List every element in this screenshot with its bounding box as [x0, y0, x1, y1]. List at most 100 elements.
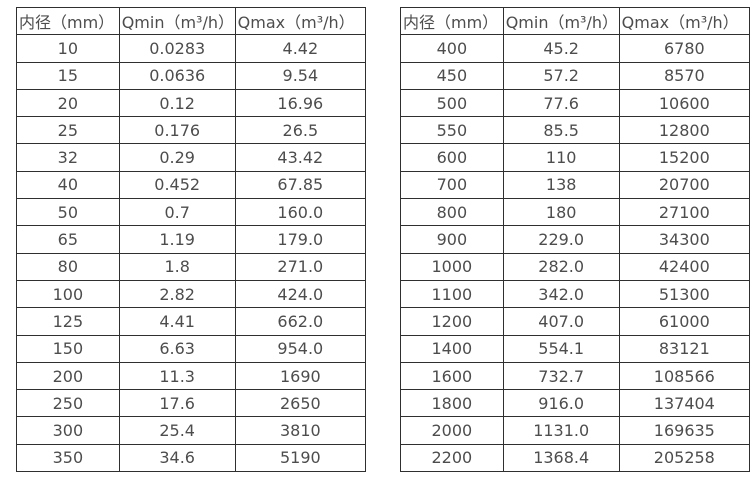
column-header: 内径（mm） — [16, 6, 120, 36]
table-cell: 65 — [16, 225, 120, 254]
table-cell: 342.0 — [502, 279, 620, 309]
table-cell: 1400 — [400, 334, 504, 363]
table-cell: 1000 — [400, 252, 504, 281]
table-row: 50 0.7 160.0 — [16, 198, 367, 227]
small-diameter-flow-table: 内径（mm） Qmin（m³/h） Qmax（m³/h） 10 0.0283 4.42 1… — [16, 6, 367, 473]
table-cell: 5190 — [234, 443, 367, 473]
table-cell: 50 — [16, 198, 120, 227]
table-cell: 271.0 — [234, 252, 367, 281]
table-cell: 45.2 — [502, 34, 620, 63]
table-cell: 282.0 — [502, 252, 620, 281]
table-row: 1800 916.0 137404 — [400, 389, 750, 418]
table-cell: 25.4 — [118, 416, 236, 445]
table-cell: 16.96 — [234, 88, 367, 118]
table-cell: 83121 — [618, 334, 750, 363]
table-cell: 42400 — [618, 252, 750, 281]
table-row: 10 0.0283 4.42 — [16, 34, 367, 63]
table-cell: 17.6 — [118, 389, 236, 418]
table-cell: 229.0 — [502, 225, 620, 254]
table-cell: 169635 — [618, 416, 750, 445]
table-cell: 137404 — [618, 389, 750, 418]
table-cell: 0.7 — [118, 198, 236, 227]
table-cell: 34300 — [618, 225, 750, 254]
table-row: 900 229.0 34300 — [400, 225, 750, 254]
table-cell: 80 — [16, 252, 120, 281]
table-cell: 554.1 — [502, 334, 620, 363]
table-cell: 27100 — [618, 198, 750, 227]
table-cell: 200 — [16, 361, 120, 391]
table-cell: 0.29 — [118, 143, 236, 172]
table-cell: 2200 — [400, 443, 504, 473]
table-row: 65 1.19 179.0 — [16, 225, 367, 254]
table-row: 2000 1131.0 169635 — [400, 416, 750, 445]
table-cell: 350 — [16, 443, 120, 473]
table-cell: 10600 — [618, 88, 750, 118]
table-row: 15 0.0636 9.54 — [16, 61, 367, 90]
table-cell: 100 — [16, 279, 120, 309]
table-cell: 1690 — [234, 361, 367, 391]
table-cell: 4.42 — [234, 34, 367, 63]
table-row: 600 110 15200 — [400, 143, 750, 172]
table-cell: 4.41 — [118, 307, 236, 336]
table-cell: 1.8 — [118, 252, 236, 281]
table-cell: 1600 — [400, 361, 504, 391]
table-cell: 3810 — [234, 416, 367, 445]
table-row: 350 34.6 5190 — [16, 443, 367, 473]
table-row: 550 85.5 12800 — [400, 116, 750, 145]
table-cell: 0.0283 — [118, 34, 236, 63]
table-cell: 110 — [502, 143, 620, 172]
table-row: 400 45.2 6780 — [400, 34, 750, 63]
table-row: 25 0.176 26.5 — [16, 116, 367, 145]
table-body: 10 0.0283 4.42 15 0.0636 9.54 20 0.12 16.96 25 0.1… — [16, 34, 367, 473]
table-cell: 1200 — [400, 307, 504, 336]
table-row: 450 57.2 8570 — [400, 61, 750, 90]
table-row: 500 77.6 10600 — [400, 88, 750, 118]
table-row: 1100 342.0 51300 — [400, 279, 750, 309]
table-cell: 34.6 — [118, 443, 236, 473]
table-cell: 424.0 — [234, 279, 367, 309]
table-cell: 6780 — [618, 34, 750, 63]
table-cell: 15200 — [618, 143, 750, 172]
header-row: 内径（mm） Qmin（m³/h） Qmax（m³/h） — [400, 6, 750, 36]
table-cell: 1800 — [400, 389, 504, 418]
column-header: Qmax（m³/h） — [618, 6, 750, 36]
table-cell: 67.85 — [234, 170, 367, 200]
table-row: 150 6.63 954.0 — [16, 334, 367, 363]
table-cell: 550 — [400, 116, 504, 145]
large-diameter-flow-table: 内径（mm） Qmin（m³/h） Qmax（m³/h） 400 45.2 6780 45… — [400, 6, 750, 473]
table-row: 250 17.6 2650 — [16, 389, 367, 418]
table-cell: 2650 — [234, 389, 367, 418]
table-row: 1400 554.1 83121 — [400, 334, 750, 363]
table-cell: 900 — [400, 225, 504, 254]
table-cell: 205258 — [618, 443, 750, 473]
table-row: 80 1.8 271.0 — [16, 252, 367, 281]
table-cell: 954.0 — [234, 334, 367, 363]
table-cell: 20 — [16, 88, 120, 118]
table-row: 20 0.12 16.96 — [16, 88, 367, 118]
table-row: 1600 732.7 108566 — [400, 361, 750, 391]
column-header: Qmin（m³/h） — [502, 6, 620, 36]
table-cell: 732.7 — [502, 361, 620, 391]
table-cell: 10 — [16, 34, 120, 63]
flow-spec-tables: 内径（mm） Qmin（m³/h） Qmax（m³/h） 10 0.0283 4.42 1… — [16, 6, 750, 473]
table-row: 700 138 20700 — [400, 170, 750, 200]
table-body: 400 45.2 6780 450 57.2 8570 500 77.6 10600 550 85.… — [400, 34, 750, 473]
table-cell: 8570 — [618, 61, 750, 90]
table-row: 1000 282.0 42400 — [400, 252, 750, 281]
header-row: 内径（mm） Qmin（m³/h） Qmax（m³/h） — [16, 6, 367, 36]
table-cell: 26.5 — [234, 116, 367, 145]
table-row: 200 11.3 1690 — [16, 361, 367, 391]
column-header: 内径（mm） — [400, 6, 504, 36]
table-cell: 85.5 — [502, 116, 620, 145]
table-row: 800 180 27100 — [400, 198, 750, 227]
table-cell: 25 — [16, 116, 120, 145]
table-cell: 0.12 — [118, 88, 236, 118]
table-cell: 11.3 — [118, 361, 236, 391]
table-cell: 6.63 — [118, 334, 236, 363]
table-cell: 32 — [16, 143, 120, 172]
table-cell: 407.0 — [502, 307, 620, 336]
table-cell: 600 — [400, 143, 504, 172]
table-cell: 500 — [400, 88, 504, 118]
table-cell: 2.82 — [118, 279, 236, 309]
table-cell: 9.54 — [234, 61, 367, 90]
